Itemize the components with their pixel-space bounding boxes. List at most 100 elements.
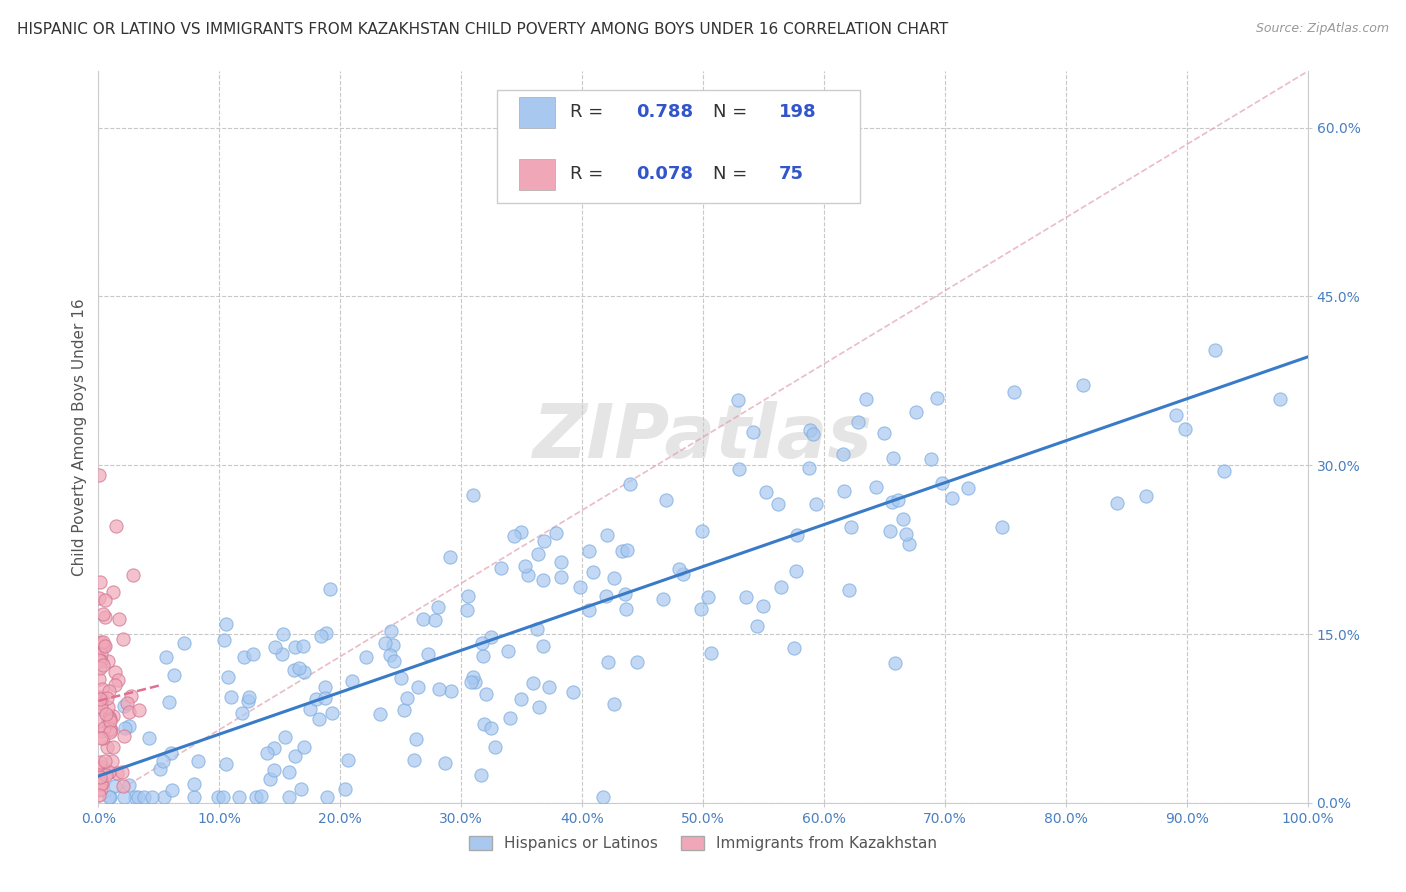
Point: [321, 706, 343, 721]
Point: [886, 492, 908, 507]
Point: [93, 609, 115, 624]
Point: [104, 779, 127, 793]
Point: [392, 702, 415, 716]
Text: ZIPatlas: ZIPatlas: [533, 401, 873, 474]
Point: [87, 651, 110, 665]
Point: [1212, 464, 1234, 478]
Point: [256, 746, 278, 760]
Point: [90, 635, 112, 649]
Point: [278, 764, 301, 779]
Point: [423, 613, 446, 627]
Point: [138, 731, 160, 746]
Point: [89, 755, 111, 769]
Point: [90, 682, 112, 697]
Point: [412, 612, 434, 626]
Point: [405, 731, 427, 746]
Point: [801, 426, 824, 441]
Point: [270, 647, 292, 661]
Point: [212, 632, 235, 647]
Point: [562, 685, 585, 699]
Point: [434, 756, 457, 770]
Point: [531, 573, 554, 587]
Point: [752, 599, 775, 613]
Point: [550, 570, 572, 584]
Point: [242, 647, 264, 661]
Point: [799, 461, 821, 475]
Point: [697, 590, 720, 604]
Point: [238, 690, 260, 704]
Point: [461, 670, 484, 684]
Point: [481, 721, 503, 735]
Point: [94, 593, 117, 607]
Point: [855, 392, 877, 407]
Point: [464, 674, 486, 689]
Point: [470, 768, 492, 782]
Point: [111, 765, 134, 780]
Point: [87, 714, 110, 729]
Point: [1071, 377, 1094, 392]
Point: [97, 654, 120, 668]
Point: [263, 764, 285, 778]
Point: [217, 670, 239, 684]
Point: [107, 612, 129, 626]
Point: [91, 691, 114, 706]
Text: HISPANIC OR LATINO VS IMMIGRANTS FROM KAZAKHSTAN CHILD POVERTY AMONG BOYS UNDER : HISPANIC OR LATINO VS IMMIGRANTS FROM KA…: [17, 22, 948, 37]
Point: [891, 512, 914, 526]
Point: [531, 639, 554, 653]
Point: [690, 602, 713, 616]
Point: [89, 591, 111, 606]
Point: [89, 788, 111, 802]
Point: [614, 602, 637, 616]
Point: [290, 782, 312, 797]
Point: [786, 528, 808, 542]
Point: [496, 644, 519, 658]
Point: [278, 790, 301, 805]
Point: [104, 678, 127, 692]
Point: [87, 672, 110, 686]
Point: [98, 790, 121, 805]
Point: [416, 647, 439, 661]
Point: [745, 619, 768, 633]
Point: [221, 690, 243, 704]
Point: [98, 684, 121, 698]
Point: [728, 461, 751, 475]
Point: [90, 760, 112, 774]
Point: [233, 649, 256, 664]
Point: [98, 710, 121, 724]
Point: [333, 782, 356, 797]
Point: [314, 680, 336, 694]
Point: [1268, 392, 1291, 406]
Point: [263, 640, 285, 655]
Point: [87, 690, 110, 705]
Point: [925, 391, 948, 405]
Point: [690, 524, 713, 538]
Point: [440, 684, 463, 698]
Point: [98, 722, 121, 736]
Point: [114, 721, 136, 735]
Point: [509, 524, 531, 539]
Point: [89, 770, 111, 784]
Text: 198: 198: [779, 103, 817, 121]
Point: [517, 567, 540, 582]
Point: [315, 626, 337, 640]
Point: [215, 756, 238, 771]
Point: [90, 699, 112, 714]
Point: [118, 778, 141, 792]
Point: [479, 630, 502, 644]
Point: [896, 527, 918, 541]
Point: [920, 451, 942, 466]
Point: [533, 533, 555, 548]
Bar: [519, 97, 555, 128]
Point: [183, 776, 205, 790]
Point: [314, 691, 336, 706]
Point: [941, 491, 963, 505]
Point: [513, 558, 536, 573]
Text: R =: R =: [569, 166, 609, 184]
Point: [112, 790, 135, 805]
Point: [755, 484, 778, 499]
Point: [1164, 408, 1187, 422]
Point: [160, 746, 183, 760]
Point: [111, 779, 134, 793]
Point: [626, 656, 648, 670]
Point: [368, 706, 391, 721]
